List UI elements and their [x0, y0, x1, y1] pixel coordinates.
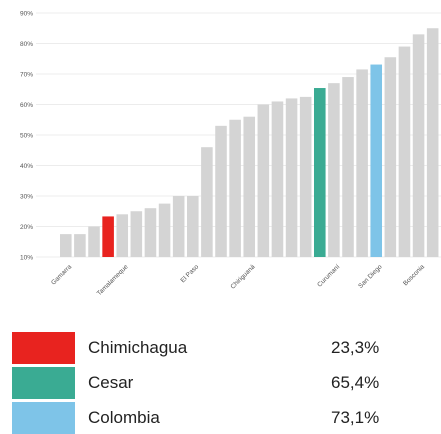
bar	[88, 226, 100, 257]
bar	[116, 214, 129, 257]
x-tick-label: Bosconia	[402, 263, 426, 287]
y-tick-label: 20%	[20, 224, 33, 231]
y-tick-label: 80%	[20, 41, 33, 48]
bar	[187, 196, 199, 257]
y-tick-label: 30%	[20, 194, 33, 201]
legend-swatch	[12, 402, 75, 434]
legend-value: 23,3%	[331, 338, 380, 357]
y-axis-ticks: 10% 20% 30% 40% 50% 60% 70% 80% 90%	[20, 11, 33, 262]
bar	[285, 98, 298, 258]
x-tick-label: Tamalameque	[96, 263, 130, 297]
bar	[398, 46, 411, 257]
x-tick-label: San Diego	[357, 263, 384, 290]
bar	[102, 216, 114, 257]
bar	[370, 64, 383, 257]
bar	[426, 28, 439, 257]
bar	[384, 57, 397, 257]
legend-item-chimichagua: Chimichagua 23,3%	[12, 332, 432, 364]
bar	[271, 101, 284, 257]
bar	[201, 147, 213, 257]
bars	[60, 28, 439, 258]
bar	[299, 96, 312, 257]
x-tick-label: Gamarra	[50, 263, 73, 286]
bar	[172, 196, 185, 257]
legend-name: Cesar	[88, 373, 134, 392]
legend-value: 73,1%	[331, 408, 380, 427]
bar	[342, 77, 354, 257]
bar-chart: 10% 20% 30% 40% 50% 60% 70% 80% 90% Gamarra Tamal…	[20, 11, 441, 297]
legend-item-colombia: Colombia 73,1%	[12, 402, 432, 434]
legend-value: 65,4%	[331, 373, 380, 392]
bar	[328, 83, 340, 258]
y-tick-label: 50%	[20, 133, 33, 140]
x-axis-ticks: Gamarra Tamalameque El Paso Chiriguaná Curum…	[50, 263, 426, 297]
legend-name: Chimichagua	[88, 338, 188, 357]
bar	[215, 125, 227, 257]
bar	[158, 203, 171, 257]
legend-name: Colombia	[88, 408, 160, 427]
y-tick-label: 40%	[20, 163, 33, 170]
x-tick-label: Curumaní	[316, 263, 341, 288]
legend-swatch	[12, 332, 75, 364]
bar	[130, 211, 143, 257]
y-tick-label: 60%	[20, 102, 33, 109]
bar	[257, 104, 270, 257]
bar	[144, 208, 157, 257]
bar	[60, 234, 72, 257]
y-tick-label: 70%	[20, 72, 33, 79]
y-tick-label: 10%	[20, 255, 33, 262]
x-tick-label: El Paso	[179, 263, 200, 284]
bar	[243, 116, 256, 257]
legend-item-cesar: Cesar 65,4%	[12, 367, 432, 399]
bar	[412, 34, 425, 257]
legend-swatch	[12, 367, 75, 399]
y-tick-label: 90%	[20, 11, 33, 18]
bar	[314, 88, 326, 257]
x-tick-label: Chiriguaná	[229, 263, 256, 290]
bar	[356, 69, 368, 257]
bar	[74, 234, 86, 257]
bar	[229, 119, 241, 257]
